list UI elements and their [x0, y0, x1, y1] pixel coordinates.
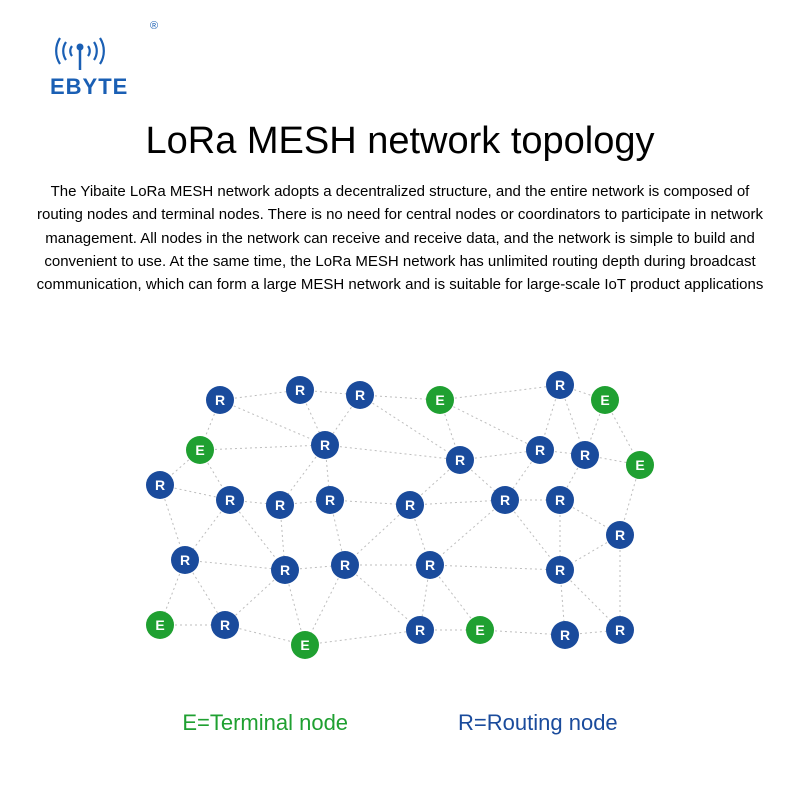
page-title: LoRa MESH network topology [0, 120, 800, 163]
routing-node: R [206, 386, 234, 414]
terminal-node: E [146, 611, 174, 639]
terminal-node: E [591, 386, 619, 414]
terminal-node: E [186, 436, 214, 464]
routing-node: R [526, 436, 554, 464]
routing-node: R [491, 486, 519, 514]
routing-node: R [416, 551, 444, 579]
routing-node: R [606, 616, 634, 644]
routing-node: R [606, 521, 634, 549]
routing-node: R [551, 621, 579, 649]
routing-node: R [406, 616, 434, 644]
legend-routing: R=Routing node [458, 710, 618, 736]
routing-node: R [146, 471, 174, 499]
network-diagram: RRREREERRRRERRRRRRRRRRRRRERERERR [130, 370, 670, 670]
brand-logo: EBYTE [50, 30, 128, 100]
routing-node: R [216, 486, 244, 514]
routing-node: R [571, 441, 599, 469]
registered-mark: ® [150, 20, 158, 32]
terminal-node: E [466, 616, 494, 644]
routing-node: R [211, 611, 239, 639]
terminal-node: E [626, 451, 654, 479]
routing-node: R [331, 551, 359, 579]
routing-node: R [446, 446, 474, 474]
routing-node: R [316, 486, 344, 514]
routing-node: R [171, 546, 199, 574]
description-text: The Yibaite LoRa MESH network adopts a d… [30, 180, 770, 296]
legend-terminal: E=Terminal node [182, 710, 348, 736]
brand-name: EBYTE [50, 74, 128, 100]
routing-node: R [271, 556, 299, 584]
terminal-node: E [426, 386, 454, 414]
routing-node: R [546, 486, 574, 514]
routing-node: R [546, 371, 574, 399]
routing-node: R [266, 491, 294, 519]
routing-node: R [396, 491, 424, 519]
routing-node: R [286, 376, 314, 404]
routing-node: R [311, 431, 339, 459]
routing-node: R [546, 556, 574, 584]
terminal-node: E [291, 631, 319, 659]
legend: E=Terminal node R=Routing node [0, 710, 800, 736]
routing-node: R [346, 381, 374, 409]
antenna-icon [50, 30, 110, 72]
